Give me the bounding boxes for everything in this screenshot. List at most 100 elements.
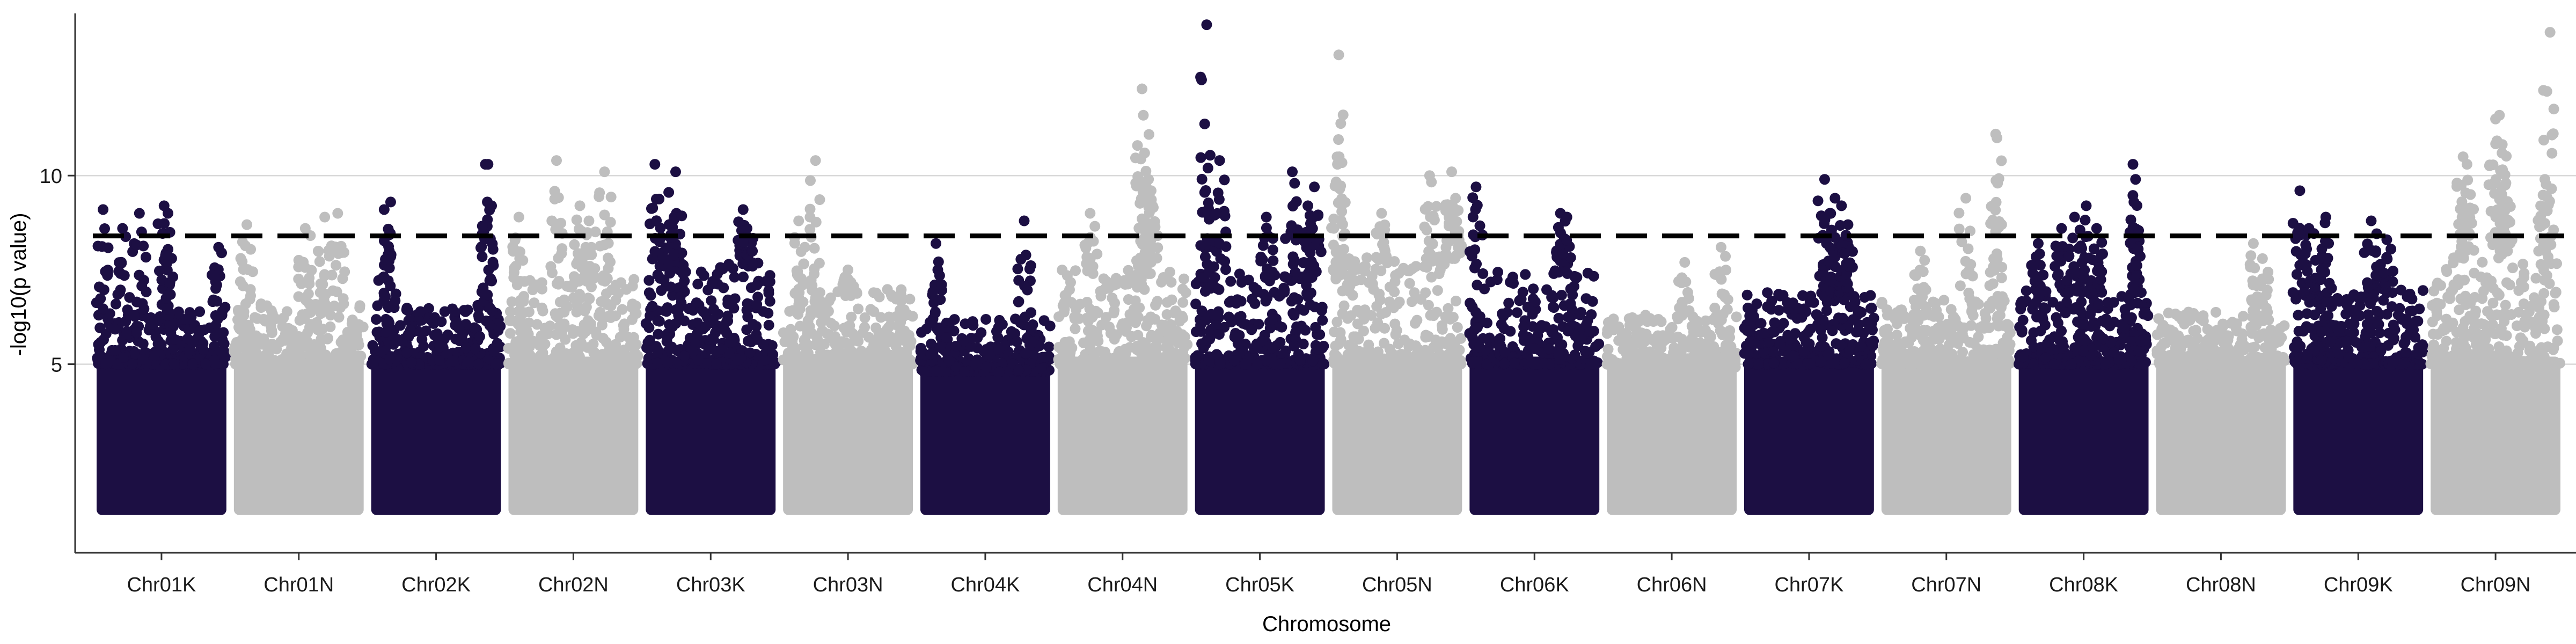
point — [582, 342, 594, 353]
point — [1379, 323, 1391, 334]
point — [693, 355, 704, 366]
point — [1179, 273, 1190, 284]
point — [1440, 352, 1451, 363]
point — [564, 357, 575, 369]
point — [160, 358, 172, 370]
point — [1953, 223, 1965, 235]
point — [722, 310, 734, 321]
point-band-Chr04N — [1057, 356, 1188, 515]
peak-point — [2127, 159, 2139, 170]
point — [1026, 336, 1037, 347]
point — [919, 366, 931, 377]
peak-point — [134, 208, 145, 219]
point — [1419, 221, 1430, 232]
point — [1166, 294, 1177, 305]
point — [692, 279, 704, 290]
point — [295, 356, 306, 367]
point — [2050, 240, 2061, 252]
point — [434, 355, 445, 366]
point — [710, 346, 721, 357]
point — [662, 332, 673, 343]
point — [538, 355, 549, 367]
point — [2047, 297, 2059, 308]
point — [1057, 265, 1068, 276]
series-Chr05N — [1326, 49, 1467, 515]
point — [1096, 319, 1107, 331]
point — [517, 339, 529, 350]
point — [103, 242, 114, 253]
point — [1113, 275, 1124, 287]
point — [1816, 356, 1827, 367]
point — [1390, 270, 1401, 281]
point — [1454, 345, 1465, 356]
point — [569, 239, 580, 250]
point — [2126, 356, 2138, 367]
point — [1122, 317, 1133, 328]
point — [1204, 333, 1216, 345]
series-Chr04N — [1053, 83, 1193, 515]
peak-point — [2056, 223, 2067, 234]
point — [1451, 216, 1462, 227]
point — [110, 298, 121, 310]
point — [594, 191, 605, 202]
point — [1122, 357, 1133, 369]
point — [1985, 218, 1996, 229]
point — [729, 272, 740, 283]
point — [1252, 284, 1263, 296]
point — [504, 328, 516, 339]
point — [100, 358, 112, 369]
point — [1556, 289, 1567, 301]
peak-point — [1214, 155, 1225, 166]
point — [536, 277, 547, 288]
point — [1289, 178, 1300, 189]
point — [959, 366, 970, 377]
point — [760, 276, 772, 287]
point — [348, 355, 360, 367]
point — [676, 210, 687, 222]
peak-point — [1143, 174, 1154, 185]
peak-point — [2130, 174, 2141, 185]
peak-point — [931, 238, 942, 249]
point — [156, 274, 167, 286]
point — [1499, 358, 1510, 369]
point — [1176, 311, 1188, 322]
point — [331, 260, 342, 271]
point — [1867, 340, 1878, 351]
point — [129, 349, 140, 360]
point — [380, 326, 392, 338]
point — [2088, 243, 2099, 254]
point — [1261, 222, 1272, 233]
point — [1360, 260, 1371, 272]
point — [149, 350, 160, 361]
point — [941, 332, 952, 343]
point — [1256, 335, 1268, 347]
point — [1280, 272, 1292, 283]
point — [976, 327, 987, 338]
point — [1866, 302, 1877, 313]
point — [1906, 332, 1918, 343]
point — [1930, 352, 1942, 363]
point — [131, 239, 142, 251]
point — [652, 269, 663, 281]
peak-point — [1376, 208, 1387, 219]
point — [332, 243, 343, 254]
peak-point — [2081, 200, 2092, 211]
point — [244, 324, 255, 335]
point — [936, 279, 947, 290]
point — [1177, 297, 1189, 308]
peak-point — [332, 208, 343, 219]
point — [118, 352, 129, 363]
series-Chr03N — [778, 155, 918, 515]
point — [1716, 288, 1728, 299]
point — [994, 366, 1005, 377]
point — [1522, 302, 1533, 313]
point — [315, 278, 326, 289]
point — [1236, 277, 1247, 288]
point — [842, 273, 853, 284]
point — [1309, 301, 1320, 312]
point — [1998, 339, 2009, 350]
point — [2140, 334, 2151, 346]
point — [209, 354, 221, 365]
point — [1158, 354, 1169, 365]
point — [1623, 361, 1634, 372]
